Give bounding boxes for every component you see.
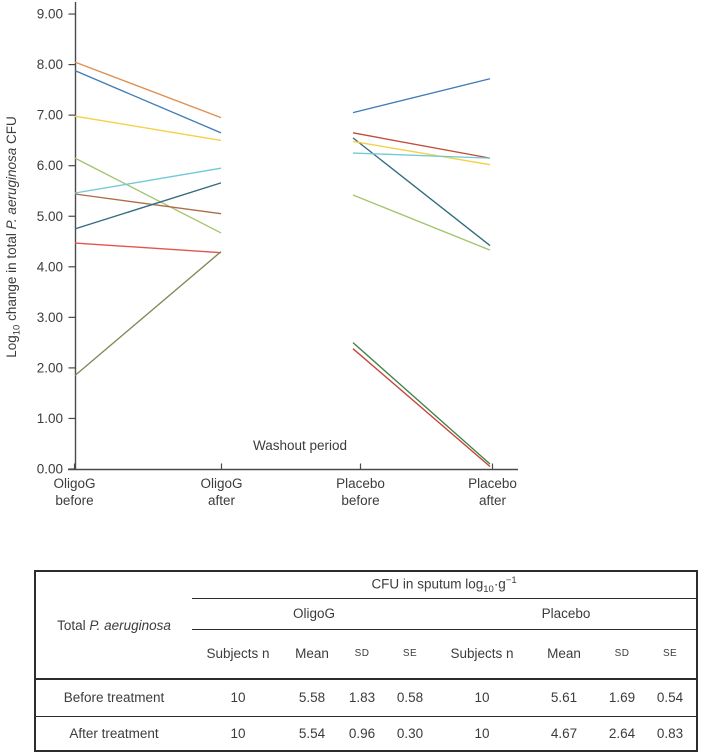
col-header-subjects-placebo: Subjects n bbox=[450, 646, 514, 662]
oligog-subject-4-line bbox=[74, 157, 222, 234]
y-tick-label: 8.00 bbox=[37, 57, 63, 72]
x-category-label: Placebo after bbox=[468, 476, 517, 508]
table-row: Before treatment 10 5.58 1.83 0.58 10 5.… bbox=[35, 678, 698, 716]
group-header-placebo: Placebo bbox=[436, 598, 698, 630]
cell-after-oligog-sd: 0.96 bbox=[340, 715, 384, 751]
cell-after-placebo-se: 0.83 bbox=[644, 715, 698, 751]
group-header-oligog: OligoG bbox=[192, 598, 436, 630]
row-label-before: Before treatment bbox=[35, 678, 192, 716]
row-label-after: After treatment bbox=[35, 715, 192, 751]
cell-before-placebo-se: 0.54 bbox=[644, 678, 698, 716]
y-tick-label: 4.00 bbox=[37, 259, 63, 274]
cell-before-oligog-n: 10 bbox=[192, 678, 284, 716]
cell-after-oligog-n: 10 bbox=[192, 715, 284, 751]
oligog-subject-1-line bbox=[74, 61, 222, 119]
col-header-sd-placebo: SD bbox=[614, 648, 630, 660]
y-tick-label: 7.00 bbox=[37, 108, 63, 123]
oligog-subject-3-line bbox=[74, 115, 222, 142]
cell-before-placebo-sd: 1.69 bbox=[600, 678, 644, 716]
col-header-mean-placebo: Mean bbox=[547, 646, 581, 662]
y-tick-label: 2.00 bbox=[37, 360, 63, 375]
y-tick-label: 6.00 bbox=[37, 158, 63, 173]
cell-before-oligog-mean: 5.58 bbox=[284, 678, 340, 716]
cell-before-placebo-mean: 5.61 bbox=[528, 678, 600, 716]
placebo-subject-5-line bbox=[352, 152, 491, 159]
span-header-prefix: CFU in sputum log bbox=[371, 576, 484, 592]
y-axis-label-prefix: Log bbox=[4, 335, 19, 358]
oligog-subject-2-line bbox=[74, 70, 222, 134]
y-axis-label-suffix: CFU bbox=[4, 116, 19, 148]
span-header-sub: 10 bbox=[483, 583, 494, 595]
y-axis-label-species: P. aeruginosa bbox=[4, 147, 19, 230]
col-header-sd-oligog: SD bbox=[354, 648, 370, 660]
cell-after-placebo-sd: 2.64 bbox=[600, 715, 644, 751]
y-axis-label-sub: 10 bbox=[11, 324, 23, 336]
oligog-subject-5-line bbox=[74, 167, 222, 194]
cell-after-oligog-mean: 5.54 bbox=[284, 715, 340, 751]
placebo-subject-3-line bbox=[352, 137, 491, 247]
y-tick-label: 0.00 bbox=[37, 462, 63, 477]
span-header-mid: ·g bbox=[493, 576, 506, 592]
oligog-subject-7-line bbox=[74, 182, 222, 230]
cfu-summary-table: Total P. aeruginosa CFU in sputum log10·… bbox=[34, 570, 699, 752]
y-tick-label: 9.00 bbox=[37, 7, 63, 22]
y-tick-label: 1.00 bbox=[37, 411, 63, 426]
oligog-subject-9-line bbox=[74, 251, 222, 376]
placebo-subject-6-line bbox=[352, 194, 491, 251]
table-span-header: CFU in sputum log10·g−1 bbox=[192, 571, 698, 599]
col-header-subjects-oligog: Subjects n bbox=[206, 646, 270, 662]
row-group-label-species: P. aeruginosa bbox=[89, 617, 171, 633]
y-tick-label: 5.00 bbox=[37, 209, 63, 224]
y-axis-label-mid: change in total bbox=[4, 229, 19, 325]
x-category-label: Placebo before bbox=[336, 476, 385, 508]
col-header-mean-oligog: Mean bbox=[295, 646, 329, 662]
placebo-subject-1-line bbox=[352, 78, 491, 114]
washout-period-label: Washout period bbox=[253, 438, 347, 453]
col-header-se-placebo: SE bbox=[662, 648, 678, 660]
chart-canvas: 0.00 1.00 2.00 3.00 4.00 5.00 6.00 7.00 8.00 9.00… bbox=[37, 2, 518, 508]
x-category-label: OligoG after bbox=[200, 476, 242, 508]
y-axis-label: Log10 change in total P. aeruginosa CFU bbox=[4, 4, 23, 470]
summary-table-container: Total P. aeruginosa CFU in sputum log10·… bbox=[34, 570, 699, 752]
cell-before-oligog-sd: 1.83 bbox=[340, 678, 384, 716]
cell-before-oligog-se: 0.58 bbox=[384, 678, 436, 716]
placebo-subject-2-line bbox=[352, 132, 491, 159]
cell-after-oligog-se: 0.30 bbox=[384, 715, 436, 751]
table-row: After treatment 10 5.54 0.96 0.30 10 4.6… bbox=[35, 715, 698, 751]
col-header-se-oligog: SE bbox=[402, 648, 418, 660]
cfu-line-chart: 0.00 1.00 2.00 3.00 4.00 5.00 6.00 7.00 8.00 9.00… bbox=[4, 2, 518, 508]
row-group-label-prefix: Total bbox=[57, 617, 90, 633]
x-category-label: OligoG before bbox=[53, 476, 95, 508]
oligog-subject-6-line bbox=[74, 193, 222, 215]
placebo-subject-7-line bbox=[352, 342, 491, 465]
cell-after-placebo-mean: 4.67 bbox=[528, 715, 600, 751]
oligog-subject-8-line bbox=[74, 242, 222, 254]
table-row-group-label: Total P. aeruginosa bbox=[35, 571, 192, 679]
cell-after-placebo-n: 10 bbox=[436, 715, 528, 751]
span-header-sup: −1 bbox=[505, 574, 517, 586]
placebo-subject-4-line bbox=[352, 140, 491, 166]
placebo-subject-8-line bbox=[352, 348, 491, 467]
y-tick-label: 3.00 bbox=[37, 310, 63, 325]
cell-before-placebo-n: 10 bbox=[436, 678, 528, 716]
